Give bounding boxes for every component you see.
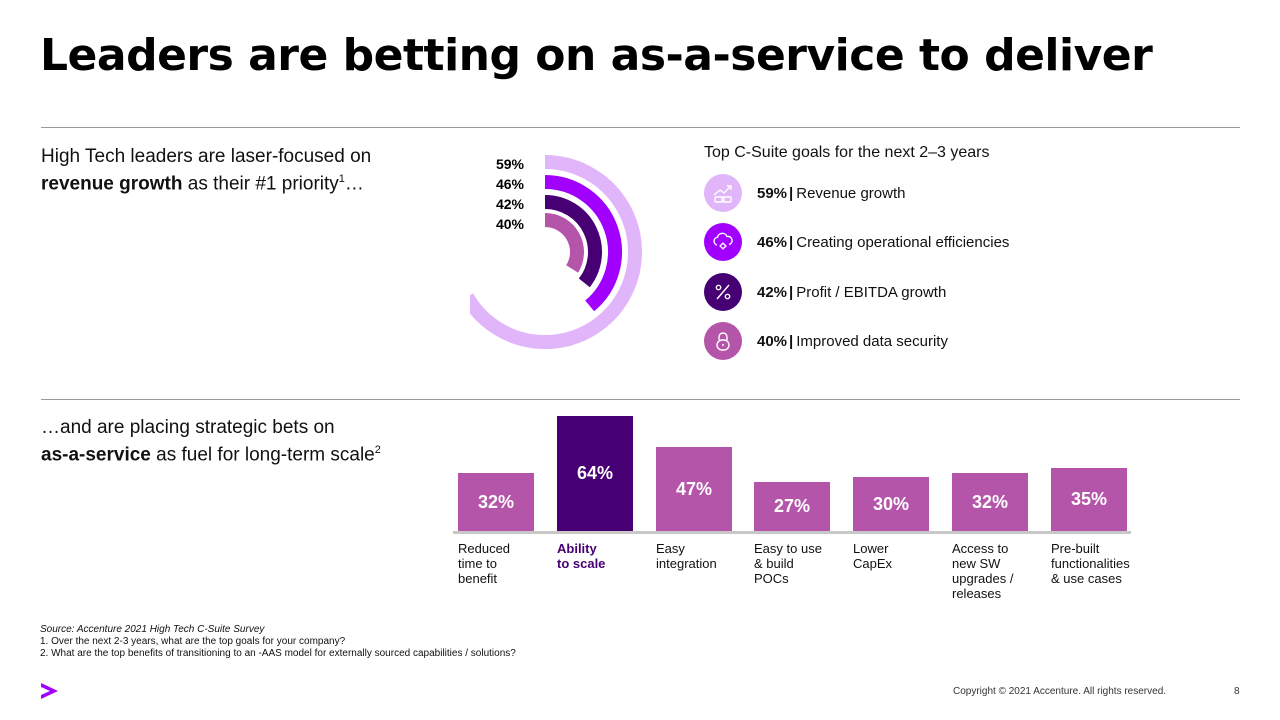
intro-revenue-focus: High Tech leaders are laser-focused on r…: [41, 145, 371, 195]
bar-value-label: 32%: [971, 491, 1009, 512]
category-label-line: upgrades /: [952, 571, 1014, 586]
goal-percent: 59%: [757, 184, 788, 202]
bar-value-label: 47%: [675, 478, 713, 499]
footnote-1: 1. Over the next 2-3 years, what are the…: [40, 636, 346, 647]
ring-profit-growth: [544, 195, 602, 288]
footnote-2: 2. What are the top benefits of transiti…: [40, 648, 516, 659]
bar-value-label: 32%: [477, 491, 515, 512]
category-label-line: & use cases: [1051, 571, 1122, 586]
category-label-line: to scale: [557, 556, 606, 571]
cloud-gear-icon: [704, 223, 742, 261]
accenture-logo-icon: [41, 683, 58, 699]
source-line: Source: Accenture 2021 High Tech C-Suite…: [40, 624, 265, 635]
percent-icon: [704, 273, 742, 311]
goal-percent: 46%: [757, 233, 788, 251]
category-label-line: benefit: [458, 571, 498, 586]
bar-5: 32%: [952, 473, 1028, 531]
bar-6: 35%: [1051, 468, 1127, 531]
goal-separator: |: [789, 184, 794, 202]
goal-percent: 42%: [757, 283, 788, 301]
ring-data-security: [544, 213, 584, 273]
category-label-line: releases: [952, 586, 1002, 601]
bar-2: 47%: [656, 447, 732, 531]
ring-revenue-growth: [470, 155, 642, 349]
divider-middle: [41, 399, 1240, 400]
category-label: Pre-built functionalities & use cases: [1051, 541, 1147, 586]
category-label-line: CapEx: [853, 556, 893, 571]
ring-label-42: 42%: [495, 196, 524, 212]
category-label: Lower CapEx: [853, 541, 949, 571]
category-label: Reduced time to benefit: [458, 541, 554, 586]
intro-line-2: as-a-service as fuel for long-term scale…: [41, 439, 381, 466]
category-label-line: Ability: [557, 541, 597, 556]
copyright: Copyright © 2021 Accenture. All rights r…: [953, 686, 1167, 697]
goal-label: Profit / EBITDA growth: [796, 283, 947, 301]
goal-percent: 40%: [757, 332, 788, 350]
footnote-ref-2: 2: [374, 444, 381, 456]
goal-label: Creating operational efficiencies: [796, 233, 1010, 251]
category-label-line: Easy: [656, 541, 685, 556]
bar-value-label: 35%: [1070, 489, 1108, 509]
goal-item-profit: 42% | Profit / EBITDA growth: [704, 272, 946, 312]
goal-text: 42% | Profit / EBITDA growth: [757, 284, 946, 301]
category-label: Easy to use & build POCs: [754, 541, 850, 586]
divider-top: [41, 127, 1240, 128]
footnote-ref-1: 1: [338, 173, 345, 185]
intro-line-1: …and are placing strategic bets on: [41, 417, 335, 438]
category-label: Access to new SW upgrades / releases: [952, 541, 1048, 601]
intro-as-a-service: …and are placing strategic bets on as-a-…: [41, 416, 381, 466]
goal-item-revenue: 59% | Revenue growth: [704, 173, 905, 213]
lock-icon: [704, 322, 742, 360]
bar-3: 27%: [754, 482, 830, 531]
bar-1: 64%: [557, 416, 633, 531]
goal-label: Improved data security: [796, 332, 948, 350]
intro-rest: as their #1 priority: [182, 173, 339, 195]
ring-label-46: 46%: [495, 176, 524, 192]
intro-tail: …: [344, 173, 364, 195]
category-label-line: POCs: [754, 571, 789, 586]
goal-separator: |: [789, 283, 794, 301]
intro-bold: as-a-service: [41, 444, 151, 466]
ring-label-59: 59%: [495, 156, 524, 172]
goal-text: 59% | Revenue growth: [757, 185, 905, 202]
page-title: Leaders are betting on as-a-service to d…: [40, 30, 1153, 81]
category-label-line: time to: [458, 556, 498, 571]
intro-line-1: High Tech leaders are laser-focused on: [41, 146, 372, 167]
goal-separator: |: [789, 332, 794, 350]
ring-operational-efficiencies: [544, 175, 622, 312]
page-number: 8: [1234, 686, 1240, 697]
goal-label: Revenue growth: [796, 184, 906, 202]
bar-4: 30%: [853, 477, 929, 531]
bar-value-label: 27%: [773, 496, 811, 516]
category-label-line: integration: [656, 556, 717, 571]
source-notes: Source: Accenture 2021 High Tech C-Suite…: [40, 624, 516, 660]
category-label-line: Access to: [952, 541, 1009, 556]
radial-goals-chart: [470, 155, 642, 349]
category-label-line: Easy to use: [754, 541, 822, 556]
category-label-line: functionalities: [1051, 556, 1130, 571]
category-label-line: Pre-built: [1051, 541, 1100, 556]
goal-separator: |: [789, 233, 794, 251]
bar-value-label: 30%: [872, 493, 910, 514]
goal-text: 46% | Creating operational efficiencies: [757, 234, 1009, 251]
category-label-line: new SW: [952, 556, 1001, 571]
category-label-line: & build: [754, 556, 794, 571]
bar-value-label: 64%: [576, 463, 614, 483]
ring-label-40: 40%: [495, 216, 524, 232]
category-label-line: Reduced: [458, 541, 511, 556]
category-label: Ability to scale: [557, 541, 653, 571]
goal-item-efficiencies: 46% | Creating operational efficiencies: [704, 222, 1009, 262]
bar-0: 32%: [458, 473, 534, 531]
intro-line-2: revenue growth as their #1 priority1…: [41, 168, 371, 195]
bar-chart-baseline: [453, 531, 1131, 534]
category-label: Easy integration: [656, 541, 752, 571]
goal-item-security: 40% | Improved data security: [704, 321, 948, 361]
goal-text: 40% | Improved data security: [757, 333, 948, 350]
category-label-line: Lower: [853, 541, 889, 556]
goals-heading: Top C-Suite goals for the next 2–3 years: [704, 144, 990, 161]
revenue-growth-icon: [704, 174, 742, 212]
intro-rest: as fuel for long-term scale: [150, 444, 375, 466]
intro-bold: revenue growth: [41, 173, 183, 195]
